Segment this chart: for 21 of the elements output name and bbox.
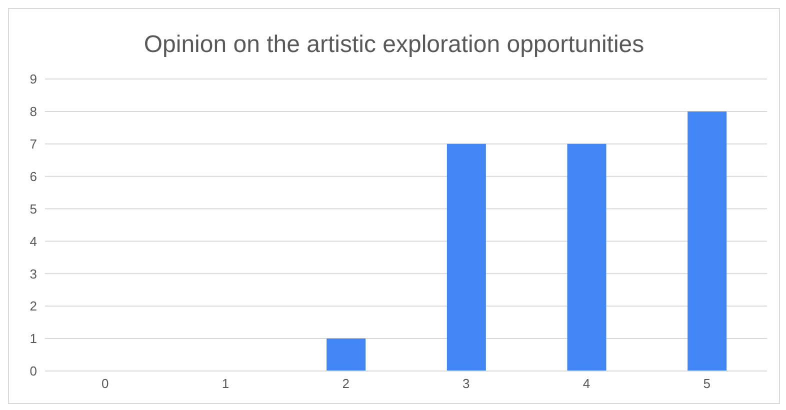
y-tick-label: 9 [30,72,37,87]
bar [326,338,366,371]
bar [688,111,727,371]
x-tick-label: 0 [102,376,109,392]
y-tick-label: 2 [30,298,37,314]
y-tick-label: 5 [30,201,37,216]
x-tick-label: 2 [342,376,350,392]
chart-title: Opinion on the artistic exploration opportunities [142,30,646,60]
x-tick-label: 4 [582,376,590,392]
y-tick-label: 0 [30,364,37,379]
bar [446,144,486,371]
y-tick-label: 3 [30,266,37,282]
bar [567,144,606,371]
x-tick-label: 1 [222,376,230,392]
x-tick-label: 5 [703,376,710,392]
y-tick-label: 8 [30,104,37,120]
y-tick-label: 1 [30,331,37,346]
x-tick-label: 3 [462,376,470,392]
y-tick-label: 4 [30,234,37,249]
y-tick-label: 7 [30,136,37,152]
y-tick-label: 6 [30,168,37,184]
